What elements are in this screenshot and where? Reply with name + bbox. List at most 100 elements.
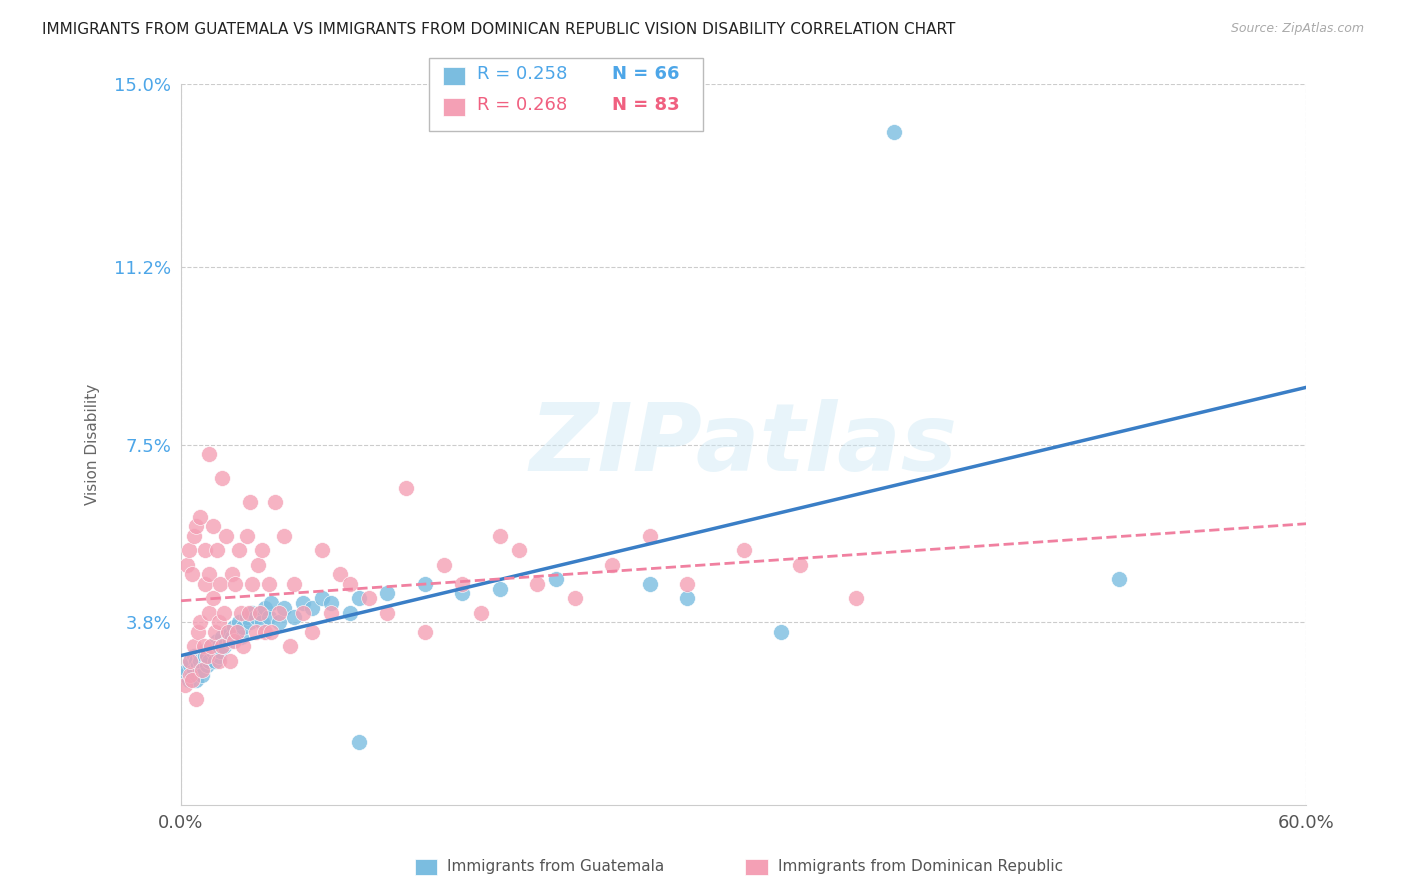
Point <box>201 591 224 606</box>
Point <box>229 606 252 620</box>
Text: R = 0.268: R = 0.268 <box>477 96 567 114</box>
Point <box>339 606 361 620</box>
Point <box>188 663 211 677</box>
Point <box>311 543 333 558</box>
Y-axis label: Vision Disability: Vision Disability <box>86 384 100 505</box>
Point <box>217 624 239 639</box>
Text: Source: ZipAtlas.com: Source: ZipAtlas.com <box>1230 22 1364 36</box>
Point <box>176 558 198 572</box>
Point <box>184 654 207 668</box>
Point <box>260 624 283 639</box>
Point <box>222 634 245 648</box>
Point <box>212 639 235 653</box>
Point <box>177 673 200 687</box>
Point <box>183 529 205 543</box>
Point <box>239 615 262 630</box>
Point <box>207 648 229 663</box>
Point <box>249 606 271 620</box>
Point <box>209 576 232 591</box>
Point <box>218 654 240 668</box>
Point <box>188 509 211 524</box>
Point <box>205 543 228 558</box>
Point <box>329 567 352 582</box>
Point <box>204 654 226 668</box>
Point <box>221 567 243 582</box>
Point <box>232 620 254 634</box>
Point <box>375 586 398 600</box>
Point <box>267 615 290 630</box>
Point <box>211 471 233 485</box>
Point <box>267 606 290 620</box>
Point <box>676 576 699 591</box>
Point <box>177 543 200 558</box>
Point <box>200 639 222 653</box>
Point <box>198 447 221 461</box>
Point <box>278 639 301 653</box>
Point <box>470 606 492 620</box>
Point <box>845 591 868 606</box>
Point <box>194 576 217 591</box>
Point <box>184 519 207 533</box>
Point <box>347 591 370 606</box>
Point <box>239 495 262 509</box>
Text: Immigrants from Guatemala: Immigrants from Guatemala <box>447 859 665 873</box>
Point <box>194 543 217 558</box>
Point <box>198 654 221 668</box>
Point <box>205 634 228 648</box>
Point <box>770 624 793 639</box>
Point <box>319 596 342 610</box>
Point <box>347 735 370 749</box>
Point <box>183 648 205 663</box>
Text: N = 66: N = 66 <box>612 65 679 83</box>
Point <box>188 615 211 630</box>
Point <box>489 529 512 543</box>
Point <box>273 529 295 543</box>
Point <box>291 596 314 610</box>
Point <box>228 615 250 630</box>
Point <box>181 673 204 687</box>
Point <box>254 600 277 615</box>
Point <box>240 576 263 591</box>
Point <box>188 654 211 668</box>
Point <box>433 558 456 572</box>
Point <box>209 644 232 658</box>
Point <box>235 529 257 543</box>
Point <box>184 673 207 687</box>
Point <box>195 648 218 663</box>
Point <box>194 648 217 663</box>
Point <box>201 519 224 533</box>
Point <box>638 576 661 591</box>
Point <box>451 586 474 600</box>
Point <box>339 576 361 591</box>
Point <box>257 610 280 624</box>
Point <box>173 668 195 682</box>
Point <box>250 543 273 558</box>
Point <box>179 654 201 668</box>
Point <box>311 591 333 606</box>
Point <box>184 692 207 706</box>
Point <box>173 678 195 692</box>
Point <box>283 576 305 591</box>
Point <box>190 668 212 682</box>
Point <box>207 654 229 668</box>
Text: N = 83: N = 83 <box>612 96 679 114</box>
Point <box>188 648 211 663</box>
Point <box>226 624 249 639</box>
Point <box>789 558 811 572</box>
Point <box>224 576 246 591</box>
Point <box>181 668 204 682</box>
Point <box>215 529 238 543</box>
Point <box>413 576 436 591</box>
Point <box>357 591 380 606</box>
Point <box>526 576 548 591</box>
Point <box>1108 572 1130 586</box>
Point <box>489 582 512 596</box>
Point <box>198 567 221 582</box>
Point <box>222 620 245 634</box>
Point <box>602 558 624 572</box>
Point <box>413 624 436 639</box>
Point <box>508 543 530 558</box>
Point <box>190 663 212 677</box>
Point <box>273 600 295 615</box>
Point <box>301 600 323 615</box>
